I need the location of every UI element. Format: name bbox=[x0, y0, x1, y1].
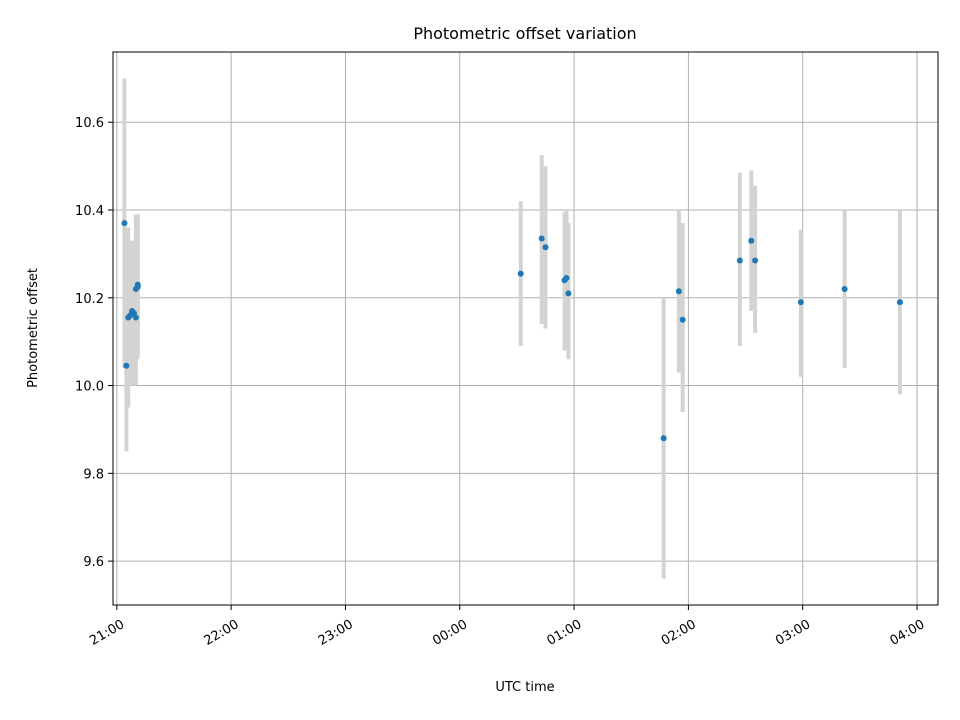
data-point bbox=[121, 220, 128, 227]
x-tick-label: 02:00 bbox=[659, 617, 699, 649]
point-layer bbox=[121, 220, 903, 442]
data-point bbox=[752, 257, 759, 264]
y-axis: 9.6 9.8 10.0 10.2 10.4 10.6 bbox=[75, 116, 113, 570]
data-point bbox=[538, 235, 545, 242]
y-tick-label: 9.8 bbox=[83, 467, 104, 482]
x-tick-label: 23:00 bbox=[316, 617, 356, 649]
data-point bbox=[517, 270, 524, 277]
data-point bbox=[134, 283, 141, 290]
chart-title: Photometric offset variation bbox=[413, 24, 636, 43]
y-axis-label: Photometric offset bbox=[26, 268, 41, 388]
x-axis-label: UTC time bbox=[495, 680, 554, 695]
y-tick-label: 10.6 bbox=[75, 116, 104, 131]
data-point bbox=[896, 299, 903, 306]
x-tick-label: 01:00 bbox=[545, 617, 585, 649]
data-point bbox=[565, 290, 572, 297]
x-tick-label: 03:00 bbox=[773, 617, 813, 649]
x-tick-label: 00:00 bbox=[430, 617, 470, 649]
errorbar-layer bbox=[122, 78, 902, 579]
data-point bbox=[736, 257, 743, 264]
y-tick-label: 10.2 bbox=[75, 292, 104, 307]
data-point bbox=[660, 435, 667, 442]
plot-frame bbox=[112, 51, 939, 606]
data-point bbox=[123, 362, 130, 369]
data-point bbox=[841, 286, 848, 292]
data-point bbox=[132, 314, 139, 321]
x-axis: 21:00 22:00 23:00 00:00 01:00 02:00 03:00 04:00 bbox=[87, 605, 927, 649]
data-point bbox=[563, 275, 570, 282]
x-tick-label: 04:00 bbox=[887, 617, 927, 649]
data-point bbox=[797, 299, 804, 306]
data-point bbox=[748, 237, 755, 244]
data-point bbox=[675, 288, 682, 295]
y-tick-label: 9.6 bbox=[83, 555, 104, 570]
grid-layer bbox=[113, 52, 938, 605]
data-point bbox=[679, 316, 686, 323]
data-point bbox=[542, 244, 549, 251]
x-tick-label: 21:00 bbox=[87, 617, 127, 649]
y-tick-label: 10.0 bbox=[75, 380, 104, 395]
x-tick-label: 22:00 bbox=[202, 617, 242, 649]
y-tick-label: 10.4 bbox=[75, 204, 104, 219]
